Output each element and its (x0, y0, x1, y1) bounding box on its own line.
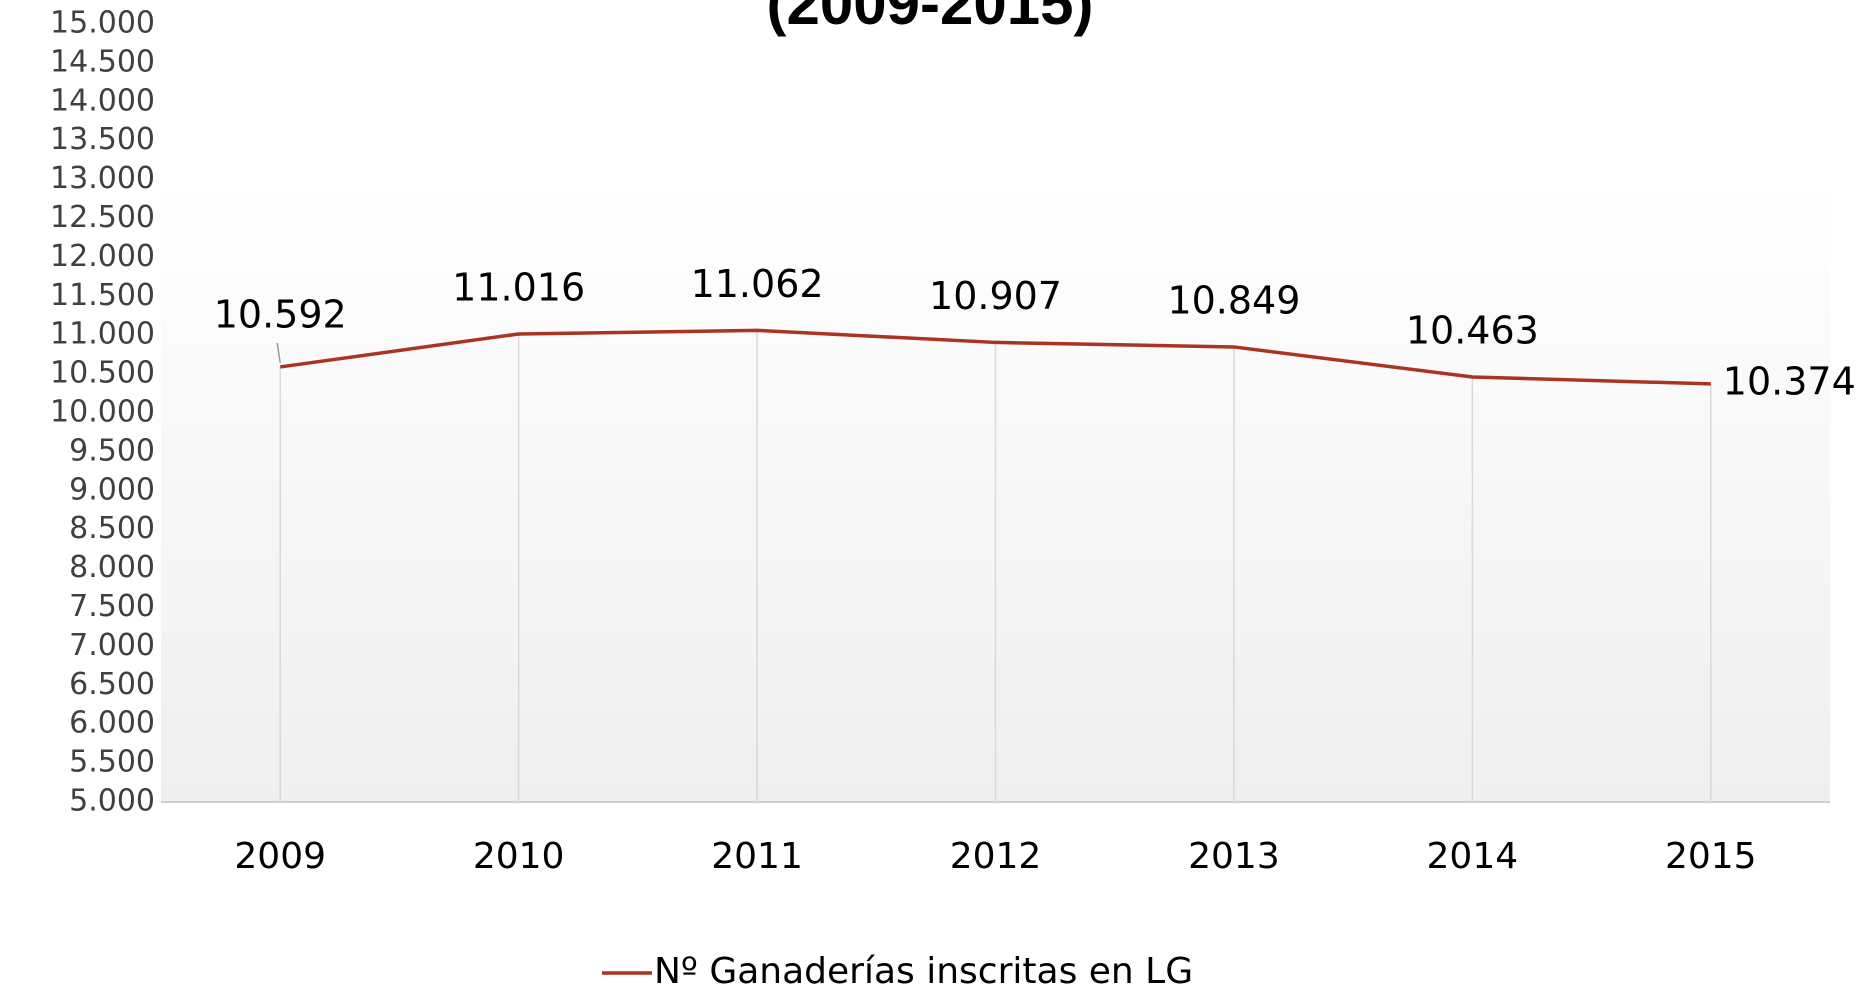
y-tick-label: 12.500 (50, 200, 155, 235)
y-tick-label: 9.000 (69, 472, 155, 507)
y-tick-label: 8.000 (69, 550, 155, 585)
y-tick-label: 7.500 (69, 589, 155, 624)
y-tick-label: 5.500 (69, 745, 155, 780)
y-tick-label: 11.500 (50, 278, 155, 313)
y-tick-label: 11.000 (50, 317, 155, 352)
y-tick-label: 10.500 (50, 356, 155, 391)
legend-label: Nº Ganaderías inscritas en LG (654, 951, 1193, 991)
x-tick-label: 2010 (473, 836, 565, 877)
x-tick-label: 2011 (711, 836, 803, 877)
x-tick-label: 2014 (1427, 836, 1519, 877)
data-label: 10.907 (929, 274, 1062, 318)
x-tick-label: 2015 (1665, 836, 1757, 877)
y-tick-label: 6.000 (69, 706, 155, 741)
y-tick-label: 9.500 (69, 433, 155, 468)
data-label: 10.592 (214, 292, 347, 336)
y-tick-label: 6.500 (69, 667, 155, 702)
y-tick-label: 7.000 (69, 628, 155, 663)
x-tick-label: 2012 (950, 836, 1042, 877)
series-line (279, 328, 1711, 386)
y-tick-label: 5.000 (69, 784, 155, 819)
data-label: 10.374 (1723, 359, 1856, 403)
y-tick-label: 14.500 (50, 44, 155, 79)
data-label: 10.849 (1167, 278, 1300, 322)
y-tick-label: 13.000 (50, 161, 155, 196)
y-tick-label: 13.500 (50, 122, 155, 157)
chart-title: (2009-2015) (767, 0, 1094, 37)
x-tick-label: 2009 (234, 836, 326, 877)
y-tick-label: 8.500 (69, 511, 155, 546)
x-tick-label: 2013 (1188, 836, 1280, 877)
data-label: 10.463 (1406, 308, 1539, 352)
leader-line (276, 342, 281, 364)
data-label: 11.016 (452, 265, 585, 309)
y-tick-label: 15.000 (50, 6, 155, 41)
data-label: 11.062 (691, 262, 824, 306)
y-tick-label: 10.000 (50, 395, 155, 430)
y-tick-label: 12.000 (50, 239, 155, 274)
y-tick-label: 14.000 (50, 83, 155, 118)
